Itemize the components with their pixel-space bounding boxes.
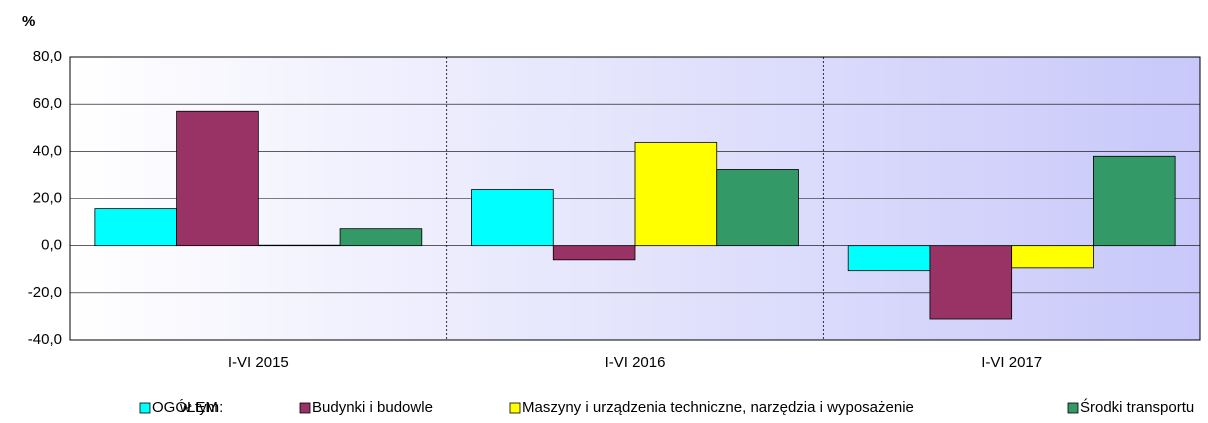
bar	[634, 141, 718, 247]
x-tick-label: I-VI 2015	[228, 354, 289, 371]
y-tick-label: 0,0	[41, 237, 62, 254]
bar	[176, 110, 259, 247]
legend-label: Maszyny i urządzenia techniczne, narzędz…	[522, 399, 914, 416]
y-tick-label: -40,0	[28, 331, 62, 348]
bar	[339, 228, 423, 247]
bar	[847, 245, 931, 272]
bar	[552, 245, 636, 261]
bar	[257, 244, 341, 247]
y-axis-label: %	[22, 13, 35, 30]
legend-swatch	[299, 402, 311, 414]
x-tick-label: I-VI 2016	[605, 354, 666, 371]
x-tick-label: I-VI 2017	[981, 354, 1042, 371]
y-tick-label: 20,0	[33, 189, 62, 206]
y-tick-label: 80,0	[33, 48, 62, 65]
legend-label: Budynki i budowle	[312, 399, 433, 416]
bar	[94, 208, 177, 247]
bar	[471, 189, 554, 247]
legend-swatch	[1067, 402, 1079, 414]
legend-swatch	[509, 402, 521, 414]
y-tick-label: 40,0	[33, 142, 62, 159]
bar	[929, 245, 1013, 320]
bar	[716, 169, 799, 247]
y-tick-label: 60,0	[33, 95, 62, 112]
bar	[1011, 245, 1094, 269]
bar	[1093, 155, 1176, 247]
y-tick-label: -20,0	[28, 284, 62, 301]
legend-swatch	[139, 402, 151, 414]
legend-label: Środki transportu	[1080, 398, 1194, 416]
legend-note: w tym:	[179, 399, 223, 416]
legend-label: OGÓŁEM	[152, 399, 218, 416]
